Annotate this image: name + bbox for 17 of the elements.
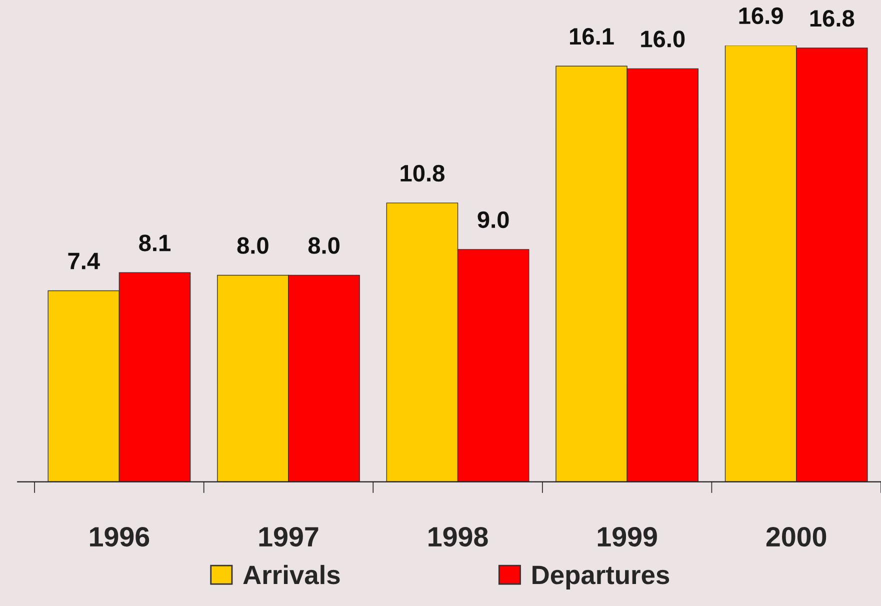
data-label: 9.0 bbox=[478, 211, 509, 228]
data-label: 8.1 bbox=[139, 234, 170, 252]
data-label: 16.0 bbox=[641, 30, 685, 48]
data-label: 7.4 bbox=[68, 252, 100, 270]
legend-label: Departures bbox=[532, 566, 670, 590]
data-label: 16.1 bbox=[570, 28, 614, 45]
x-tick-label: 1998 bbox=[428, 526, 488, 547]
x-tick-label: 2000 bbox=[766, 526, 826, 547]
data-label: 8.0 bbox=[237, 237, 268, 254]
x-tick-label: 1996 bbox=[90, 526, 150, 547]
x-tick-label: 1999 bbox=[598, 526, 657, 547]
data-label: 10.8 bbox=[400, 164, 444, 182]
legend-label: Arrivals bbox=[243, 564, 340, 584]
data-label: 16.8 bbox=[810, 10, 854, 27]
data-label: 8.0 bbox=[308, 237, 340, 254]
data-label: 16.9 bbox=[739, 7, 783, 24]
x-tick-label: 1997 bbox=[259, 526, 318, 547]
